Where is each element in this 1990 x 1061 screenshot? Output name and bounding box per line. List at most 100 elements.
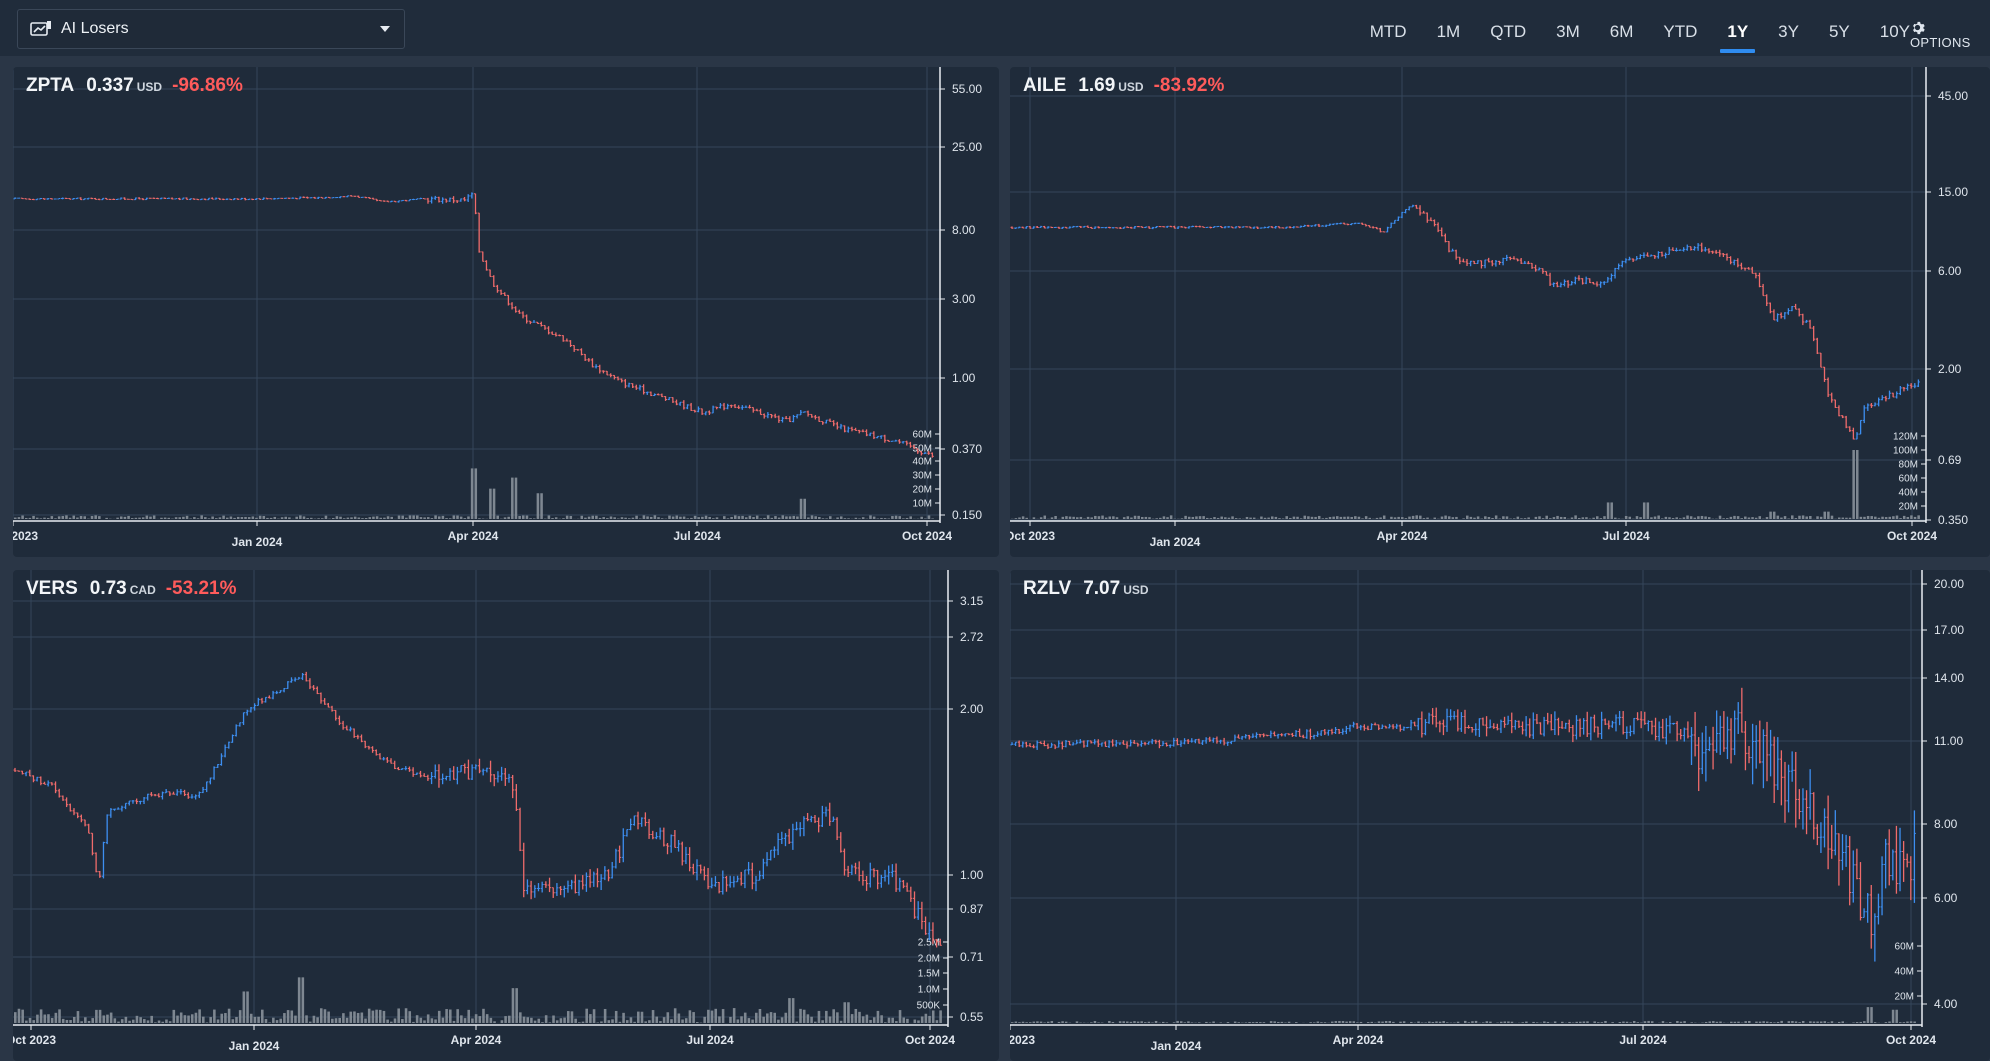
- price-bar: [1549, 714, 1553, 731]
- price-bar: [1151, 226, 1155, 230]
- volume-bar: [620, 517, 624, 519]
- price-bar: [1303, 224, 1306, 227]
- price-bar: [755, 408, 759, 412]
- price-bar: [35, 776, 39, 782]
- range-1m[interactable]: 1M: [1436, 22, 1461, 41]
- range-5y[interactable]: 5Y: [1828, 22, 1850, 41]
- volume-bar: [679, 516, 682, 519]
- price-bar: [1801, 313, 1805, 326]
- price-bar: [777, 415, 781, 423]
- price-chart[interactable]: 3.152.722.001.000.870.710.552.5M2.0M1.5M…: [13, 570, 999, 1061]
- chart-panel-rzlv[interactable]: 20.00 17.00 14.00 11.00 8.00 6.00 4.00 60M 40M 20…: [1010, 570, 1990, 1061]
- volume-bar: [83, 516, 86, 519]
- volume-bar: [408, 515, 412, 519]
- price-bar: [1552, 282, 1556, 288]
- watchlist-selector[interactable]: AI Losers: [17, 9, 405, 49]
- volume-bar: [346, 517, 350, 519]
- price-bar: [408, 199, 412, 202]
- volume-bar: [1697, 516, 1700, 519]
- volume-bar: [758, 1008, 762, 1023]
- price-bar: [1833, 399, 1837, 408]
- price-bar: [223, 744, 227, 758]
- x-tick-label: Oct 2024: [905, 1033, 955, 1047]
- volume-bar: [393, 1018, 397, 1023]
- price-bar: [1530, 262, 1534, 269]
- range-ytd[interactable]: YTD: [1663, 22, 1698, 41]
- last-price: 0.73: [89, 578, 127, 599]
- volume-bar: [1617, 518, 1621, 519]
- price-bar: [1805, 790, 1809, 835]
- volume-bar: [1191, 516, 1195, 519]
- range-mtd[interactable]: MTD: [1369, 22, 1407, 41]
- x-tick-label: Jan 2024: [232, 535, 283, 549]
- price-bar: [704, 411, 708, 416]
- price-bar: [42, 197, 46, 200]
- price-bar: [258, 198, 262, 200]
- x-tick-label: Jan 2024: [229, 1039, 280, 1053]
- price-bar: [1858, 862, 1862, 921]
- price-bar: [190, 794, 194, 799]
- volume-bar: [1599, 518, 1603, 519]
- price-bar: [890, 440, 894, 442]
- price-bar: [1830, 824, 1834, 859]
- volume-bar: [1917, 515, 1920, 519]
- price-bar: [422, 198, 426, 200]
- range-3m[interactable]: 3M: [1556, 22, 1580, 41]
- range-qtd[interactable]: QTD: [1490, 22, 1527, 41]
- range-1y[interactable]: 1Y: [1720, 22, 1755, 53]
- volume-bar: [730, 516, 733, 519]
- price-bar: [1187, 226, 1191, 229]
- volume-bar: [803, 498, 806, 519]
- volume-bar: [1657, 515, 1660, 519]
- price-bar: [1660, 251, 1664, 257]
- price-bar: [857, 429, 861, 434]
- volume-bar: [1556, 515, 1559, 519]
- volume-bar: [279, 1018, 283, 1023]
- volume-bar: [1310, 516, 1314, 519]
- volume-bar: [1827, 511, 1830, 519]
- volume-bar: [317, 518, 320, 519]
- volume-bar: [525, 515, 529, 519]
- chart-header: AILE 1.69 USD -83.92%: [1023, 75, 1224, 97]
- ticker-symbol: ZPTA: [26, 75, 75, 96]
- price-bar: [437, 196, 441, 203]
- price-bar: [459, 765, 463, 773]
- chevron-down-icon[interactable]: [378, 22, 392, 36]
- volume-bar: [876, 1010, 880, 1023]
- chart-panel-zpta[interactable]: 55.00 25.00 8.00 3.00 1.00 0.370 0.150 60M 50M 40…: [13, 67, 999, 557]
- volume-bar: [1780, 517, 1783, 519]
- volume-bar: [1512, 518, 1516, 519]
- volume-bar: [642, 515, 646, 519]
- volume-bar: [65, 515, 68, 519]
- volume-bar: [611, 1019, 614, 1023]
- range-10y[interactable]: 10Y: [1879, 22, 1910, 41]
- price-bar: [1862, 405, 1866, 424]
- price-bar: [1916, 379, 1920, 387]
- price-bar: [828, 802, 832, 826]
- price-chart[interactable]: 45.0015.006.002.000.690.350120M100M80M60…: [1010, 67, 1990, 557]
- price-chart[interactable]: 20.0017.0014.0011.008.006.004.0060M40M20…: [1010, 570, 1990, 1061]
- options-button[interactable]: OPTIONS: [1910, 20, 1990, 50]
- range-6m[interactable]: 6M: [1609, 22, 1634, 41]
- x-tick-label: Jan 2024: [1150, 535, 1201, 549]
- y-tick-label: 3.00: [952, 292, 976, 306]
- volume-bar: [600, 1021, 603, 1023]
- price-bar: [1693, 711, 1697, 757]
- volume-bar: [80, 1021, 83, 1023]
- x-tick-label: Oct 2023: [1010, 529, 1055, 543]
- chart-panel-aile[interactable]: 45.00 15.00 6.00 2.00 0.69 0.350 120M 100M 80M 60…: [1010, 67, 1990, 557]
- price-bar: [1262, 733, 1266, 738]
- price-chart[interactable]: 55.0025.008.003.001.000.3700.15060M50M40…: [13, 67, 999, 557]
- chart-panel-vers[interactable]: 3.15 2.72 2.00 1.00 0.87 0.71 0.55 2.5M 2.0M 1.5M…: [13, 570, 999, 1061]
- price-bar: [1212, 226, 1216, 228]
- price-bar: [46, 780, 50, 787]
- volume-bar: [799, 1008, 802, 1023]
- price-bar: [1503, 716, 1507, 728]
- price-bar: [253, 703, 257, 711]
- volume-bar: [198, 1009, 201, 1023]
- range-3y[interactable]: 3Y: [1778, 22, 1799, 41]
- price-bar: [275, 690, 279, 695]
- volume-bar: [489, 488, 492, 519]
- price-bar: [174, 198, 178, 200]
